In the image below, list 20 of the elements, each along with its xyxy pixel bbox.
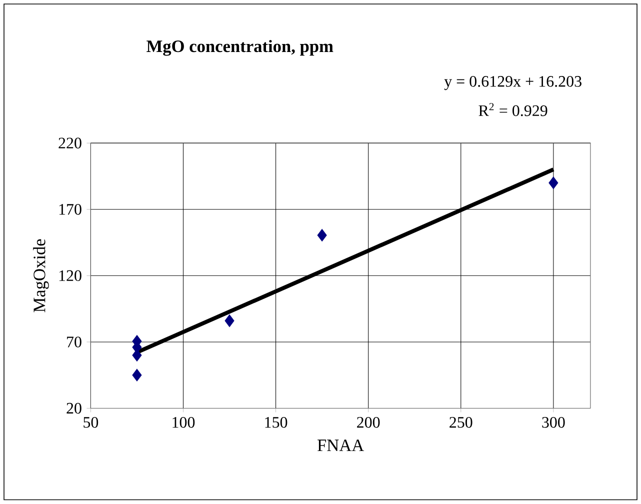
text: y = 0.6129x + 16.203 [444, 76, 582, 90]
x-tick-label: 300 [542, 417, 565, 428]
x-tick-label: 250 [450, 417, 472, 428]
point [317, 229, 327, 242]
x-tick-label: 50 [84, 417, 98, 428]
y-axis-title: MagOxide [33, 239, 49, 312]
y-tick-label: 120 [59, 270, 82, 282]
point [132, 368, 142, 382]
x-axis-title: FNAA [317, 440, 364, 452]
point [548, 176, 558, 190]
x-tick-label: 200 [357, 417, 380, 428]
x-tick-label: 150 [265, 417, 288, 428]
y-tick-label: 170 [59, 204, 82, 215]
y-tick-label: 20 [66, 402, 82, 414]
x-tick-label: 100 [172, 417, 195, 428]
text: R$^{2}$ = 0.929 [478, 103, 548, 116]
chart-title: MgO concentration, ppm [146, 40, 334, 56]
point [224, 314, 234, 328]
y-tick-label: 220 [58, 138, 82, 149]
y-tick-label: 70 [67, 336, 82, 348]
